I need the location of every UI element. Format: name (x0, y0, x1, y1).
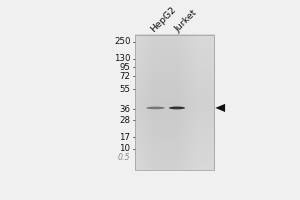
Text: 250: 250 (114, 37, 130, 46)
Text: 72: 72 (119, 72, 130, 81)
Text: 36: 36 (119, 105, 130, 114)
Polygon shape (215, 104, 225, 112)
Text: 0.5: 0.5 (118, 153, 130, 162)
Text: 130: 130 (114, 54, 130, 63)
Text: 10: 10 (119, 144, 130, 153)
Ellipse shape (149, 107, 162, 108)
Bar (135, 35, 214, 170)
Ellipse shape (146, 107, 165, 109)
Text: 95: 95 (120, 63, 130, 72)
Text: 28: 28 (119, 116, 130, 125)
Text: Jurket: Jurket (173, 8, 199, 34)
Ellipse shape (169, 107, 185, 109)
Text: 55: 55 (119, 85, 130, 94)
Text: HepG2: HepG2 (149, 5, 178, 34)
Text: 17: 17 (119, 133, 130, 142)
